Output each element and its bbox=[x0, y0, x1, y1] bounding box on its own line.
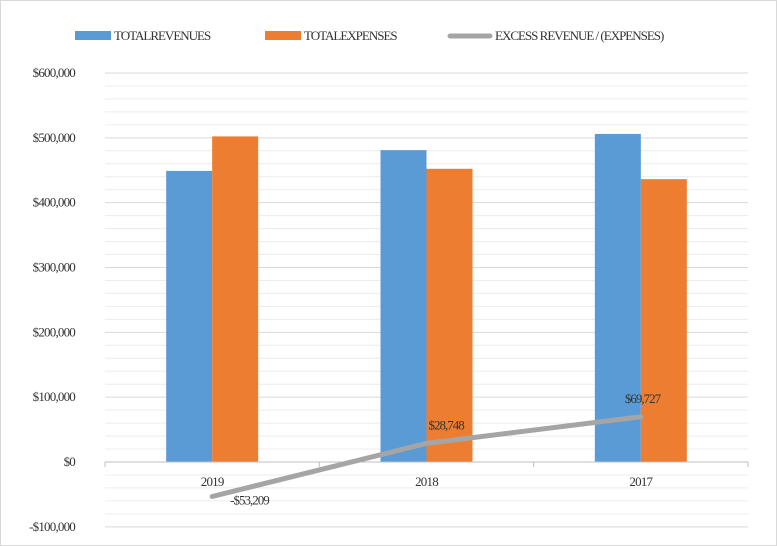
legend-label: EXCESS REVENUE / (EXPENSES) bbox=[495, 28, 664, 43]
bar-total-revenues bbox=[594, 133, 641, 462]
excess-data-label: $28,748 bbox=[429, 417, 465, 432]
y-tick-label: $500,000 bbox=[33, 130, 76, 145]
y-tick-label: $400,000 bbox=[33, 195, 76, 210]
y-tick-label: $0 bbox=[64, 454, 76, 469]
excess-line bbox=[209, 414, 644, 499]
legend-total-expenses: TOTALEXPENSES bbox=[265, 28, 398, 43]
bar-total-revenues bbox=[380, 150, 427, 462]
bar-total-expenses bbox=[426, 168, 473, 462]
bars bbox=[166, 133, 687, 463]
x-axis-tick-labels: 2019 2018 2017 bbox=[104, 462, 749, 489]
legend: TOTALREVENUES TOTALEXPENSES EXCESS REVENUE… bbox=[75, 28, 665, 43]
bar-total-revenues bbox=[166, 170, 213, 463]
excess-data-label: -$53,209 bbox=[230, 492, 269, 507]
legend-label: TOTALEXPENSES bbox=[304, 28, 397, 43]
y-axis-tick-labels: -$100,000 $0 $100,000 $200,000 $300,000 $400,… bbox=[29, 65, 76, 534]
legend-excess-revenue: EXCESS REVENUE / (EXPENSES) bbox=[447, 28, 665, 43]
legend-swatch bbox=[265, 31, 301, 40]
legend-swatch bbox=[75, 31, 111, 40]
x-tick-label: 2019 bbox=[201, 474, 224, 489]
y-tick-label: $100,000 bbox=[33, 389, 76, 404]
x-tick-label: 2017 bbox=[629, 474, 653, 489]
y-tick-label: $600,000 bbox=[33, 65, 76, 80]
legend-label: TOTALREVENUES bbox=[114, 28, 211, 43]
excess-line-series: -$53,209 $28,748 $69,727 bbox=[209, 391, 663, 507]
y-tick-label: $300,000 bbox=[33, 260, 76, 275]
y-tick-label: -$100,000 bbox=[29, 519, 75, 534]
legend-total-revenues: TOTALREVENUES bbox=[75, 28, 212, 43]
bar-total-expenses bbox=[212, 136, 259, 462]
excess-data-label: $69,727 bbox=[625, 391, 662, 406]
x-tick-label: 2018 bbox=[415, 474, 438, 489]
bar-total-expenses bbox=[640, 179, 687, 463]
y-tick-label: $200,000 bbox=[33, 324, 76, 339]
